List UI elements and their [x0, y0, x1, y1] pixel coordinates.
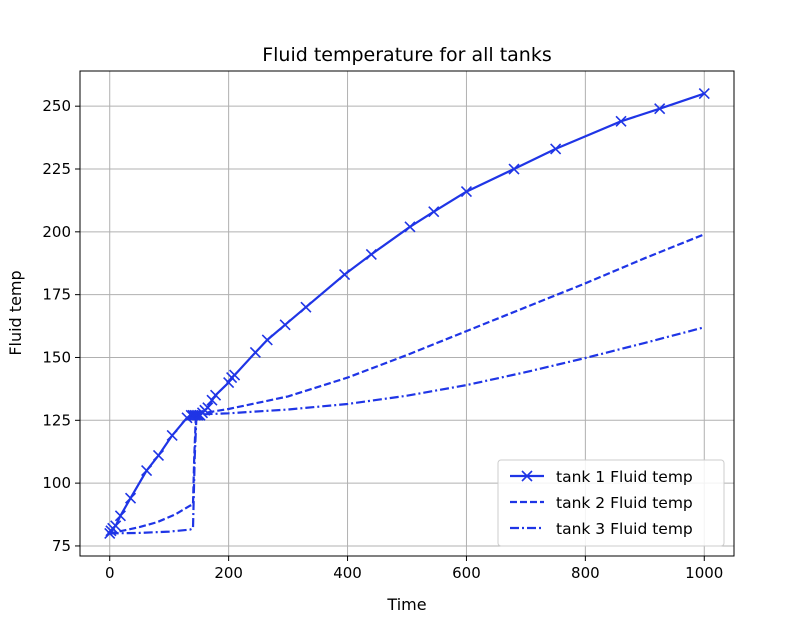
data-point-marker — [229, 369, 241, 381]
plot-frame — [79, 70, 735, 557]
x-tick-label: 0 — [105, 564, 115, 582]
data-point-marker — [261, 334, 273, 346]
y-tick-label: 125 — [42, 411, 71, 429]
data-point-marker — [404, 221, 416, 233]
x-axis-label: Time — [386, 595, 426, 614]
y-axis-label: Fluid temp — [6, 270, 25, 355]
x-tick-label: 600 — [452, 564, 481, 582]
axis-ticks: 0 200 400 600 800 1000 75 100 125 150 175 200 225 250 — [42, 97, 723, 582]
data-point-marker — [249, 346, 261, 359]
x-tick-label: 400 — [333, 564, 362, 582]
x-tick-label: 200 — [214, 564, 243, 582]
legend-label-tank-3: tank 3 Fluid temp — [556, 520, 693, 538]
y-tick-label: 175 — [42, 286, 71, 304]
y-tick-label: 250 — [42, 97, 71, 115]
data-series — [104, 88, 710, 539]
data-point-marker — [428, 206, 440, 218]
data-point-marker — [508, 163, 520, 175]
legend-marker — [521, 470, 533, 482]
data-point-marker — [615, 115, 627, 127]
data-point-marker — [550, 143, 562, 155]
y-tick-label: 200 — [42, 223, 71, 241]
data-point-marker — [223, 377, 235, 389]
x-tick-label: 1000 — [685, 564, 723, 582]
x-tick-label: 800 — [571, 564, 600, 582]
y-tick-label: 100 — [42, 474, 71, 492]
data-point-marker — [206, 394, 218, 406]
data-point-marker — [190, 409, 203, 421]
legend-box — [497, 459, 725, 547]
data-point-marker — [110, 520, 122, 532]
series-line-tank-2 — [109, 233, 705, 535]
data-point-marker — [166, 429, 178, 441]
data-point-marker — [365, 248, 377, 261]
y-tick-label: 150 — [42, 348, 71, 366]
data-point-marker — [339, 268, 351, 281]
legend-label-tank-2: tank 2 Fluid temp — [556, 494, 693, 512]
data-point-marker — [654, 103, 666, 115]
grid — [80, 71, 734, 556]
series-line-tank-3 — [109, 326, 705, 535]
data-point-marker — [300, 301, 312, 313]
data-point-marker — [114, 510, 126, 522]
data-point-marker — [141, 464, 153, 477]
y-tick-label: 225 — [42, 160, 71, 178]
legend: tank 1 Fluid temp tank 2 Fluid temp tank 3… — [497, 459, 725, 547]
data-point-marker — [279, 319, 291, 331]
legend-label-tank-1: tank 1 Fluid temp — [556, 468, 693, 486]
data-point-marker — [460, 186, 473, 198]
data-point-marker — [152, 449, 165, 462]
data-point-marker — [698, 88, 710, 100]
data-point-marker — [124, 492, 137, 504]
chart-title: Fluid temperature for all tanks — [262, 44, 552, 66]
data-point-marker — [209, 389, 222, 401]
y-tick-label: 75 — [52, 537, 71, 555]
data-point-marker — [189, 409, 201, 421]
